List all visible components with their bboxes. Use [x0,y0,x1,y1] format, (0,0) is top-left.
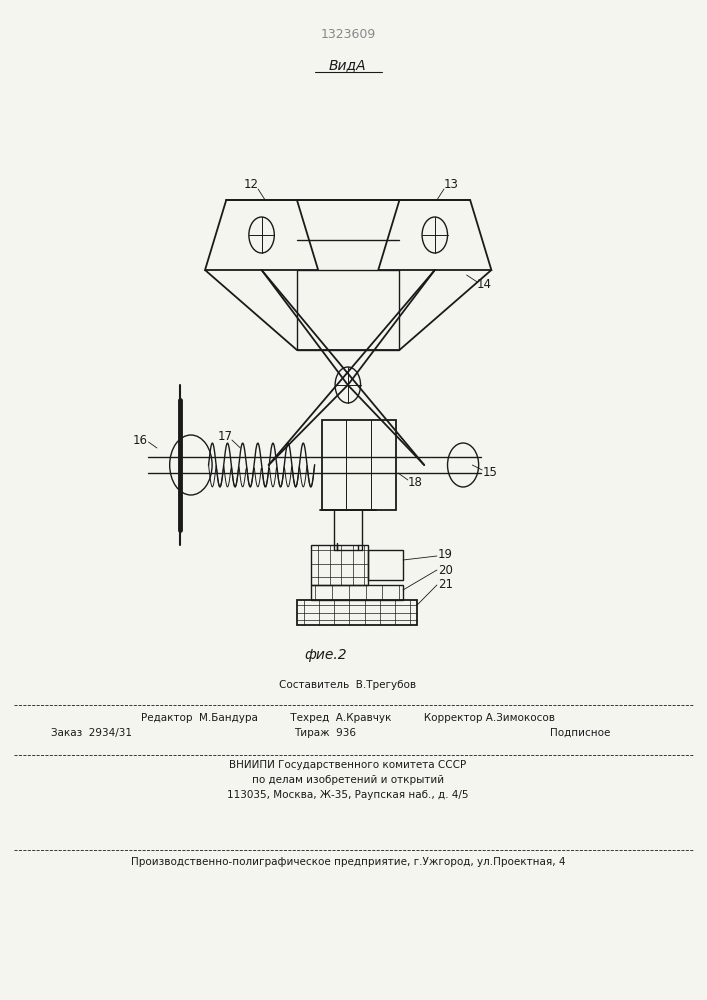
Text: 1323609: 1323609 [320,28,375,41]
Text: 15: 15 [482,466,498,479]
Text: 16: 16 [132,434,148,446]
Text: 113035, Москва, Ж-35, Раупская наб., д. 4/5: 113035, Москва, Ж-35, Раупская наб., д. … [227,790,469,800]
Text: 14: 14 [477,278,492,292]
Text: 21: 21 [438,578,453,591]
Text: ВидА: ВидА [329,58,367,72]
Text: Производственно-полиграфическое предприятие, г.Ужгород, ул.Проектная, 4: Производственно-полиграфическое предприя… [131,857,565,867]
Text: 13: 13 [443,178,459,192]
Bar [322,420,396,510]
Text: Заказ  2934/31: Заказ 2934/31 [52,728,132,738]
Text: 18: 18 [407,477,423,489]
Text: по делам изобретений и открытий: по делам изобретений и открытий [252,775,444,785]
Text: Подписное: Подписное [549,728,610,738]
Text: 12: 12 [243,178,259,192]
Text: фие.2: фие.2 [304,648,346,662]
Bar [297,600,417,625]
Text: Редактор  М.Бандура          Техред  А.Кравчук          Корректор А.Зимокосов: Редактор М.Бандура Техред А.Кравчук Корр… [141,713,555,723]
Text: 17: 17 [217,430,233,444]
Text: ВНИИПИ Государственного комитета СССР: ВНИИПИ Государственного комитета СССР [229,760,467,770]
Bar [311,585,403,600]
Bar [297,270,399,350]
Bar [311,545,368,585]
Text: 19: 19 [438,548,453,562]
Text: 20: 20 [438,564,453,576]
Text: Тираж  936: Тираж 936 [294,728,356,738]
Text: Составитель  В.Трегубов: Составитель В.Трегубов [279,680,416,690]
Bar [368,550,403,580]
